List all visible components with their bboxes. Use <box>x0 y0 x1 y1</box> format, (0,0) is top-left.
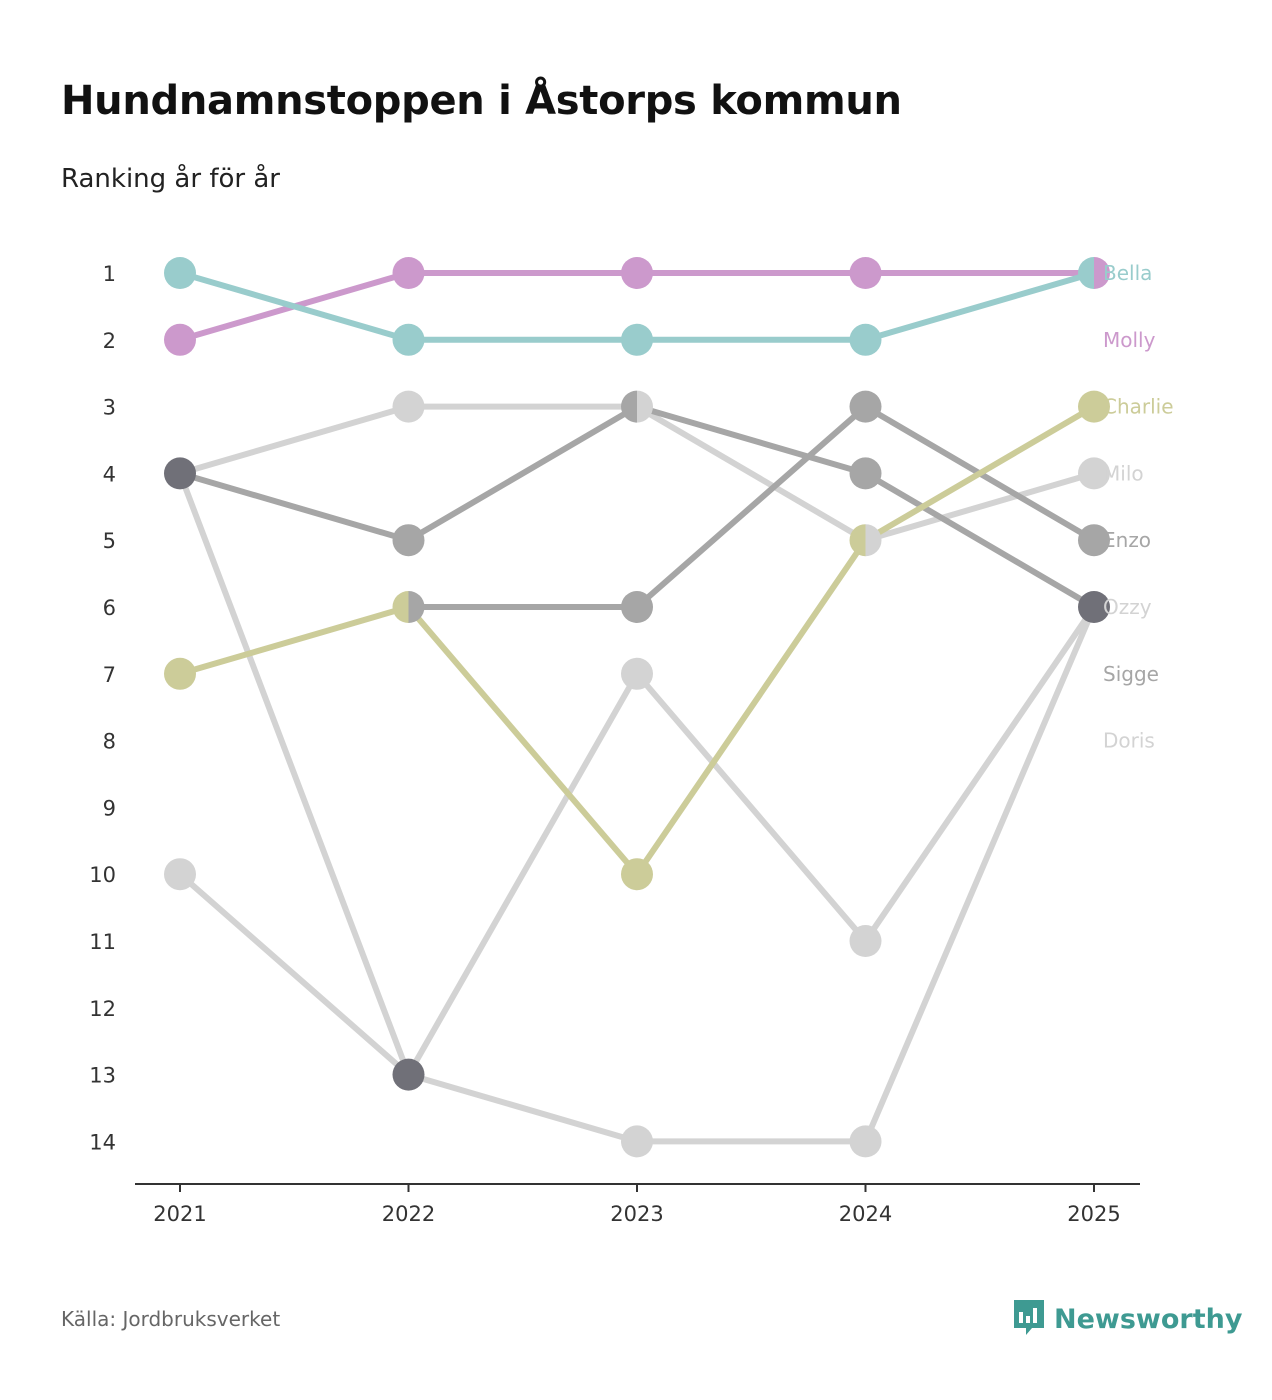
y-tick-label: 13 <box>89 1064 116 1088</box>
y-tick-label: 10 <box>89 863 116 887</box>
marker-enzo-2024 <box>849 457 882 490</box>
marker-milo-enzo-2023-right <box>637 390 653 423</box>
series-line-ozzy <box>405 403 1097 610</box>
series-line-milo <box>177 403 1097 544</box>
marker-sigge-2024 <box>849 925 882 957</box>
y-tick-label: 9 <box>103 796 116 820</box>
y-tick-label: 4 <box>103 462 116 486</box>
y-tick-label: 14 <box>89 1130 116 1154</box>
series-label-ozzy: Ozzy <box>1103 595 1152 619</box>
brand-name: Newsworthy <box>1054 1303 1243 1335</box>
marker-doris-2024 <box>849 1125 882 1158</box>
x-tick-label: 2024 <box>839 1202 892 1226</box>
series-label-molly: Molly <box>1103 328 1156 352</box>
series-label-charlie: Charlie <box>1103 395 1174 419</box>
marker-ozzy-2023 <box>621 591 653 623</box>
series-label-enzo: Enzo <box>1103 528 1151 552</box>
marker-ozzy-2024 <box>849 390 882 423</box>
marker-ozzy-2025 <box>1078 524 1110 557</box>
marker-bella-2024 <box>849 323 882 356</box>
source-note: Källa: Jordbruksverket <box>61 1307 281 1331</box>
marker-ozzy-charlie-2022 <box>392 591 425 623</box>
marker-sigge-2023 <box>621 657 653 690</box>
marker-doris-2023 <box>621 1125 653 1158</box>
marker-sigge-milo-enzo-2021 <box>164 457 196 490</box>
marker-doris-sigge-2022 <box>392 1058 425 1091</box>
y-tick-label: 2 <box>103 329 116 353</box>
marker-molly-2023 <box>621 257 653 289</box>
y-tick-label: 5 <box>103 529 116 553</box>
marker-ozzy-charlie-2022-right <box>408 591 425 623</box>
series-line-sigge <box>177 470 1097 1078</box>
y-tick-label: 3 <box>103 396 116 420</box>
marker-molly-bella-2025-left <box>1078 257 1094 289</box>
marker-milo-charlie-2024-right <box>865 524 882 557</box>
marker-charlie-2021 <box>164 657 196 690</box>
y-tick-label: 8 <box>103 730 116 754</box>
marker-enzo-2022 <box>392 524 425 557</box>
series-labels: Bella Molly Charlie Milo Enzo Ozzy Sigge Doris <box>1103 261 1174 753</box>
marker-milo-charlie-2024 <box>849 524 882 557</box>
y-tick-label: 1 <box>103 262 116 286</box>
x-tick-label: 2022 <box>382 1202 435 1226</box>
marker-milo-charlie-2024-left <box>849 524 866 557</box>
marker-charlie-2025 <box>1078 390 1110 423</box>
x-tick-label: 2021 <box>153 1202 206 1226</box>
marker-milo-2022 <box>392 390 425 423</box>
marker-ozzy-charlie-2022-left <box>392 591 409 623</box>
x-axis: 2021 2022 2023 2024 2025 <box>135 1183 1140 1226</box>
newsworthy-logo-icon <box>1012 1298 1046 1340</box>
marker-molly-2022 <box>392 257 425 289</box>
marker-doris-2021 <box>164 858 196 891</box>
chart-subtitle: Ranking år för år <box>61 164 280 194</box>
series-label-milo: Milo <box>1103 461 1144 485</box>
x-tick-label: 2023 <box>610 1202 663 1226</box>
brand-logo[interactable]: Newsworthy <box>1012 1298 1242 1340</box>
marker-doris-sigge-enzo-2025 <box>1078 591 1110 623</box>
y-tick-label: 11 <box>89 930 116 954</box>
x-tick-label: 2025 <box>1067 1202 1120 1226</box>
marker-bella-2023 <box>621 323 653 356</box>
marker-milo-enzo-2023 <box>621 390 653 423</box>
marker-molly-bella-2025 <box>1078 257 1110 289</box>
marker-molly-bella-2025-right <box>1094 257 1110 289</box>
series-label-doris: Doris <box>1103 729 1155 753</box>
marker-bella-2022 <box>392 323 425 356</box>
y-tick-label: 7 <box>103 663 116 687</box>
y-tick-label: 12 <box>89 997 116 1021</box>
series-line-enzo <box>177 403 1097 610</box>
marker-molly-2024 <box>849 257 882 289</box>
chart-title: Hundnamnstoppen i Åstorps kommun <box>61 78 902 124</box>
series-markers <box>164 257 1110 1158</box>
y-tick-label: 6 <box>103 596 116 620</box>
marker-milo-2025 <box>1078 457 1110 490</box>
marker-bella-2021 <box>164 257 196 289</box>
marker-molly-2021 <box>164 323 196 356</box>
series-label-sigge: Sigge <box>1103 662 1159 686</box>
marker-charlie-2023 <box>621 858 653 891</box>
series-label-bella: Bella <box>1103 261 1152 285</box>
marker-milo-enzo-2023-left <box>621 390 637 423</box>
